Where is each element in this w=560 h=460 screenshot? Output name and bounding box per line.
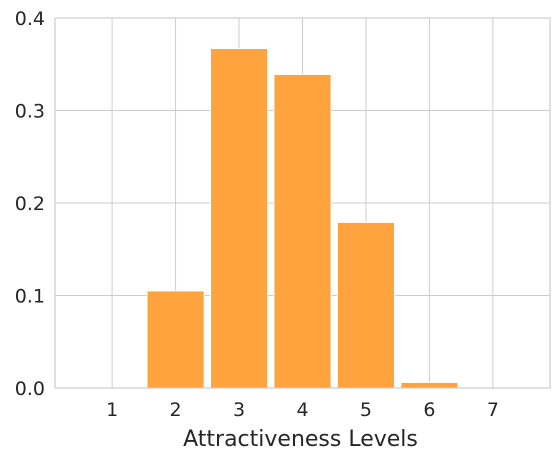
x-tick-label: 4 xyxy=(296,399,308,421)
x-tick-label: 7 xyxy=(487,399,499,421)
bar-level-2 xyxy=(146,290,205,389)
y-tick-label: 0.2 xyxy=(15,193,45,215)
y-tick-label: 0.3 xyxy=(15,101,45,123)
y-tick-label: 0.0 xyxy=(15,378,45,400)
x-tick-labels: 1 2 3 4 5 6 7 xyxy=(106,399,499,421)
bar-level-6 xyxy=(400,381,459,389)
bars xyxy=(146,48,459,389)
x-tick-label: 1 xyxy=(106,399,118,421)
plot-frame xyxy=(54,17,551,389)
bar-level-5 xyxy=(336,221,396,389)
x-tick-label: 3 xyxy=(233,399,245,421)
y-tick-label: 0.1 xyxy=(15,286,45,308)
bar-level-4 xyxy=(273,73,332,389)
bar-level-3 xyxy=(209,48,269,389)
x-tick-label: 5 xyxy=(360,399,372,421)
y-tick-labels: 0.0 0.1 0.2 0.3 0.4 xyxy=(15,8,45,400)
x-tick-label: 6 xyxy=(423,399,435,421)
x-tick-label: 2 xyxy=(170,399,182,421)
y-tick-label: 0.4 xyxy=(15,8,45,30)
x-axis-title: Attractiveness Levels xyxy=(183,427,418,452)
